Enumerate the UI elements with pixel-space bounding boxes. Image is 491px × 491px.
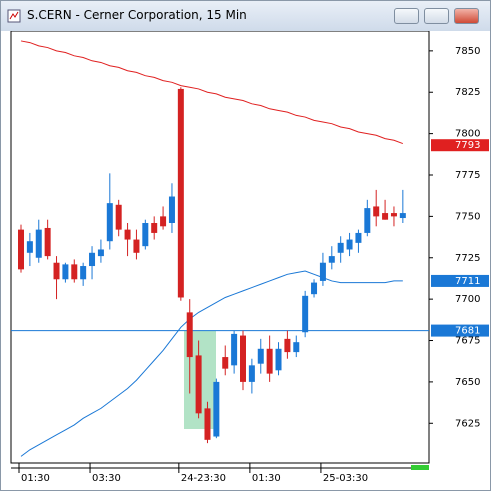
candle-body — [106, 203, 113, 242]
moving-average — [20, 270, 403, 457]
candle-body — [275, 348, 282, 371]
moving-average — [20, 40, 404, 145]
candle-body — [311, 282, 318, 295]
candle-body — [80, 266, 87, 280]
candle-body — [142, 223, 149, 247]
y-tick-label: 7725 — [455, 253, 480, 264]
y-tick-label: 7775 — [455, 170, 480, 181]
candle-body — [124, 229, 131, 240]
close-button[interactable] — [454, 8, 479, 24]
candle-body — [195, 355, 202, 414]
y-tick-label: 7625 — [455, 418, 480, 429]
candle-body — [328, 256, 335, 263]
candle-body — [337, 242, 344, 253]
candle-body — [257, 348, 264, 364]
y-tick-label: 7825 — [455, 87, 480, 98]
candle-body — [204, 408, 211, 440]
candle-body — [44, 227, 51, 257]
candle-body — [240, 335, 246, 382]
candle-body — [302, 295, 309, 333]
y-tick-label: 7850 — [455, 46, 480, 57]
y-tick-label: 7675 — [455, 336, 480, 347]
candle-body — [382, 213, 389, 220]
candle-body — [364, 208, 371, 233]
candle-body — [160, 216, 167, 227]
price-tag — [431, 139, 489, 152]
title-bar: S.CERN - Cerner Corporation, 15 Min — [1, 1, 490, 31]
candle-body — [346, 239, 353, 250]
price-tag-label: 7681 — [455, 326, 480, 337]
candle-body — [151, 223, 158, 233]
candle-body — [186, 312, 193, 358]
chart: 7625 7650 7675 7700 7725 7750 7775 7800 7825 7850… — [1, 31, 490, 490]
candle-body — [213, 381, 220, 437]
candle-body — [35, 229, 42, 258]
candle-body — [266, 348, 273, 374]
candle-body — [399, 213, 406, 219]
x-tick-label: 24-23:30 — [181, 473, 226, 484]
candle-body — [133, 239, 140, 253]
y-tick-label: 7700 — [455, 294, 480, 305]
maximize-button[interactable] — [424, 8, 449, 24]
candle-body — [89, 252, 96, 267]
price-tag — [431, 274, 489, 287]
price-tag-label: 7711 — [455, 276, 480, 287]
x-tick-label: 01:30 — [252, 473, 281, 484]
candle-body — [71, 264, 78, 280]
window-title: S.CERN - Cerner Corporation, 15 Min — [27, 8, 247, 22]
y-tick-label: 7800 — [455, 129, 480, 140]
candle-body — [284, 338, 291, 353]
price-tag — [431, 324, 489, 337]
app-icon — [7, 9, 21, 23]
candle-body — [390, 213, 397, 217]
candle-body — [26, 241, 33, 253]
y-tick-label: 7750 — [455, 211, 480, 222]
scroll-marker — [411, 465, 429, 470]
candle-body — [62, 264, 69, 280]
candle-body — [177, 88, 184, 298]
candle-body — [18, 229, 24, 270]
plot-frame — [10, 31, 430, 464]
candle-body — [319, 262, 326, 281]
minimize-button[interactable] — [394, 8, 419, 24]
candle-body — [53, 262, 60, 280]
price-tag-label: 7793 — [455, 140, 480, 151]
candle-body — [355, 232, 362, 243]
candle-body — [168, 196, 175, 223]
x-tick-label: 25-03:30 — [323, 473, 368, 484]
candle-body — [293, 342, 300, 353]
x-tick-label: 01:30 — [21, 473, 50, 484]
candle-body — [231, 333, 238, 366]
candle-body — [115, 204, 122, 230]
chart-background — [1, 31, 490, 490]
candle-body — [97, 249, 104, 257]
x-tick-label: 03:30 — [92, 473, 121, 484]
candle-body — [222, 357, 229, 369]
y-tick-label: 7650 — [455, 377, 480, 388]
candle-body — [373, 206, 380, 217]
candle-body — [248, 365, 255, 382]
